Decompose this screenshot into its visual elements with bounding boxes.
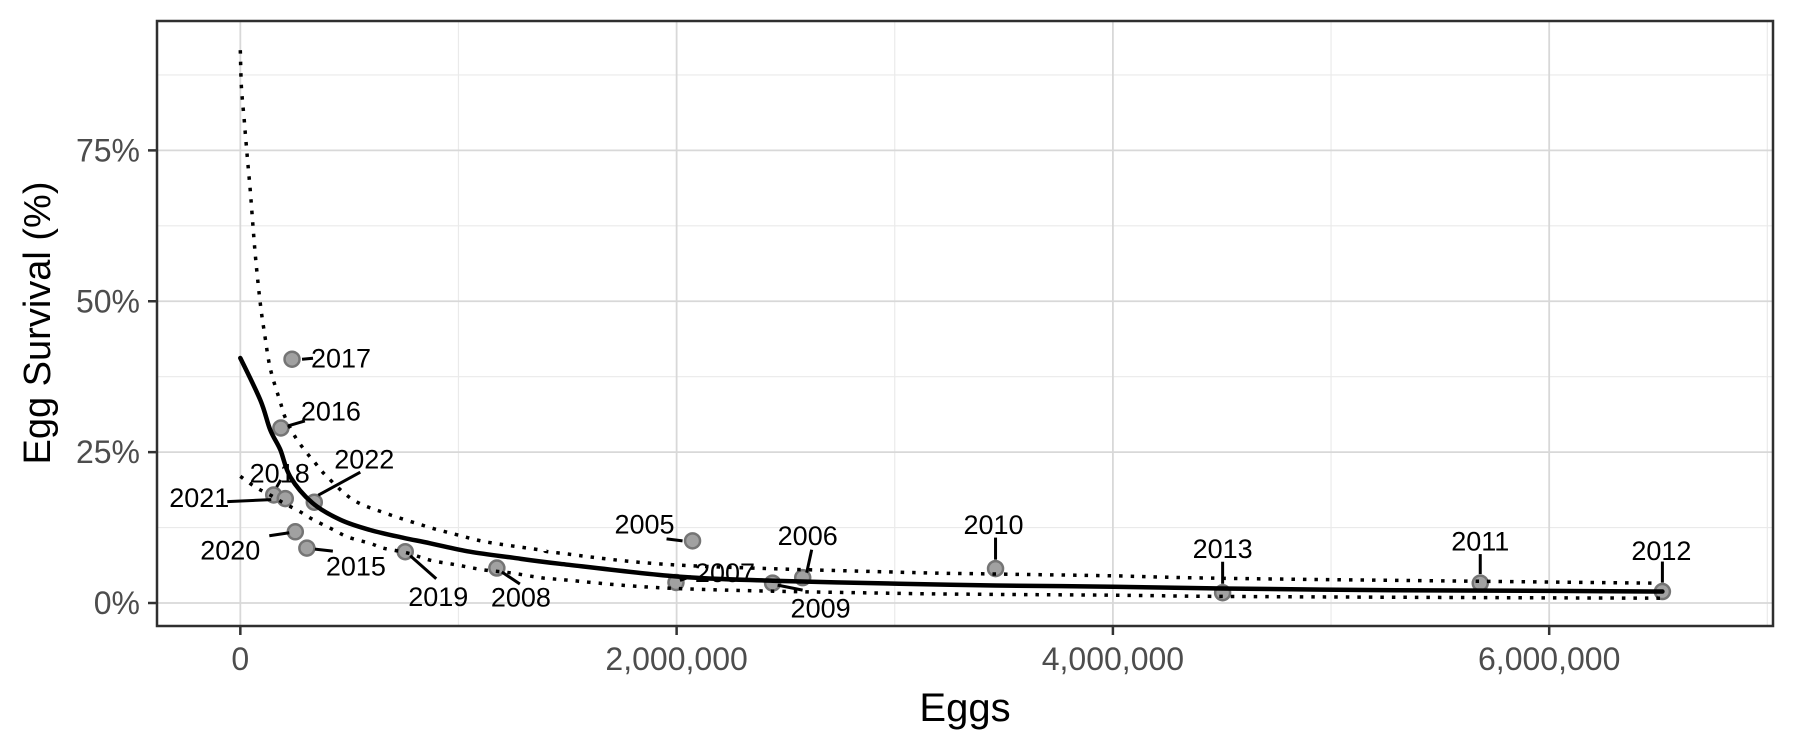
y-axis-title: Egg Survival (%) <box>17 182 59 465</box>
data-point-2015 <box>298 539 316 557</box>
leader-line-2006 <box>805 549 814 573</box>
leader-line-2005 <box>666 537 683 543</box>
year-label-2007: 2007 <box>695 558 755 588</box>
leader-line-2007 <box>679 575 692 582</box>
x-tick-label: 2,000,000 <box>605 641 747 677</box>
leader-line-2019 <box>409 554 438 580</box>
year-label-2013: 2013 <box>1193 534 1253 564</box>
leader-line-2018 <box>275 479 283 488</box>
year-label-2008: 2008 <box>491 583 551 613</box>
y-tick-label: 50% <box>76 283 140 319</box>
data-points-layer <box>264 350 1672 602</box>
leader-line-2021 <box>227 498 272 504</box>
leader-line-2022 <box>317 470 362 497</box>
y-tick-label: 0% <box>94 585 140 621</box>
x-axis-title: Eggs <box>919 686 1010 730</box>
year-label-2021: 2021 <box>169 483 229 513</box>
fit-line <box>238 355 1665 594</box>
year-label-2019: 2019 <box>408 582 468 612</box>
axis-ticks-layer: 0 2,000,000 4,000,000 6,000,000 0% 25% 50% 75% <box>76 132 1620 677</box>
data-point-2011 <box>1471 574 1490 592</box>
leader-line-2016 <box>287 419 306 428</box>
plot-panel-background <box>157 21 1773 626</box>
data-point-2009 <box>763 574 782 592</box>
year-annotations-layer: 2005 2006 2007 2008 2009 2010 2011 2012 2013 2015… <box>169 344 1691 624</box>
year-label-2018: 2018 <box>250 458 310 488</box>
year-label-2006: 2006 <box>778 521 838 551</box>
leader-line-2017 <box>301 356 314 361</box>
year-label-2009: 2009 <box>791 594 851 624</box>
fit-curves-layer <box>238 50 1665 600</box>
data-point-2010 <box>986 559 1005 578</box>
y-tick-label: 75% <box>76 132 140 168</box>
data-point-2016 <box>272 419 290 437</box>
x-tick-label: 4,000,000 <box>1042 641 1184 677</box>
year-label-2017: 2017 <box>311 344 371 374</box>
year-label-2022: 2022 <box>334 445 394 475</box>
data-point-2020 <box>286 523 305 541</box>
year-label-2011: 2011 <box>1451 527 1509 557</box>
data-point-2017 <box>283 350 301 368</box>
year-label-2012: 2012 <box>1631 536 1691 566</box>
plot-panel-border <box>155 19 1775 628</box>
year-label-2015: 2015 <box>326 552 386 582</box>
leader-line-2015 <box>314 547 334 553</box>
leader-line-2020 <box>269 531 290 538</box>
y-tick-label: 25% <box>76 434 140 470</box>
x-tick-label: 0 <box>231 641 249 677</box>
x-tick-label: 6,000,000 <box>1478 641 1620 677</box>
year-label-2010: 2010 <box>964 510 1024 540</box>
leader-line-2008 <box>501 570 521 586</box>
data-point-2021 <box>276 489 295 508</box>
data-point-2005 <box>683 532 702 550</box>
year-label-2005: 2005 <box>615 509 675 539</box>
gridlines <box>157 21 1773 626</box>
confidence-band-upper <box>238 50 1652 585</box>
leader-line-2009 <box>777 583 803 592</box>
year-label-2020: 2020 <box>200 535 260 565</box>
data-point-2008 <box>488 559 506 577</box>
year-label-2016: 2016 <box>301 396 361 426</box>
